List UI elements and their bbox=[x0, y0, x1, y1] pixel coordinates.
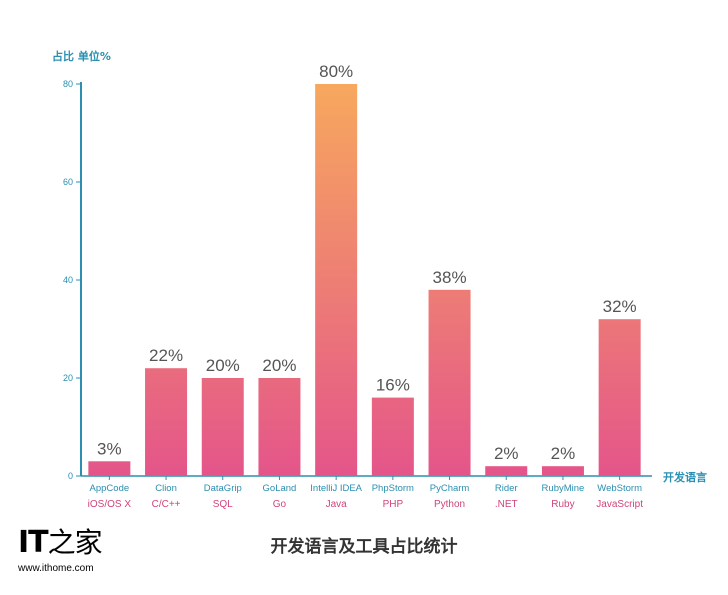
x-tick-label-language: iOS/OS X bbox=[88, 499, 132, 510]
plot-area: 0 20 40 60 80 3% AppCode iOS/OS X 22% Clion C/C++ 2… bbox=[63, 62, 652, 510]
x-tick-label-tool: PyCharm bbox=[430, 483, 470, 494]
y-axis-label: 占比 单位% bbox=[52, 49, 111, 63]
bar bbox=[201, 378, 244, 476]
x-tick-label-tool: RubyMine bbox=[542, 483, 585, 494]
x-tick-label-tool: Clion bbox=[155, 483, 177, 494]
chart-title: 开发语言及工具占比统计 bbox=[270, 537, 458, 557]
ithome-url: www.ithome.com bbox=[18, 563, 94, 574]
x-tick-label-language: .NET bbox=[495, 499, 518, 510]
x-tick-label-language: C/C++ bbox=[152, 499, 181, 510]
y-tick-label: 40 bbox=[63, 275, 73, 285]
x-tick-label-tool: DataGrip bbox=[204, 483, 242, 494]
data-label: 38% bbox=[433, 268, 467, 287]
x-tick-label-tool: Rider bbox=[495, 483, 518, 494]
bar bbox=[371, 397, 414, 476]
bar bbox=[598, 319, 641, 476]
ithome-logo: IT之家 www.ithome.com bbox=[18, 526, 108, 578]
x-tick-label-tool: PhpStorm bbox=[372, 483, 414, 494]
x-tick-label-language: Go bbox=[273, 499, 287, 510]
bar bbox=[258, 378, 301, 476]
data-label: 16% bbox=[376, 376, 410, 395]
data-label: 22% bbox=[149, 346, 183, 365]
data-label: 3% bbox=[97, 439, 122, 458]
x-tick-label-language: Ruby bbox=[551, 499, 574, 510]
data-label: 80% bbox=[319, 62, 353, 81]
x-tick-label-language: PHP bbox=[383, 499, 404, 510]
x-tick-label-tool: GoLand bbox=[263, 483, 297, 494]
x-axis-label: 开发语言 bbox=[663, 470, 707, 484]
y-tick-label: 0 bbox=[68, 471, 73, 481]
x-tick-label-language: Java bbox=[326, 499, 348, 510]
bar bbox=[541, 466, 584, 476]
y-tick-label: 80 bbox=[63, 79, 73, 89]
bar bbox=[145, 368, 188, 476]
bar bbox=[88, 461, 131, 476]
data-label: 20% bbox=[262, 356, 296, 375]
bar bbox=[485, 466, 528, 476]
data-label: 32% bbox=[603, 297, 637, 316]
data-label: 20% bbox=[206, 356, 240, 375]
data-label: 2% bbox=[551, 444, 576, 463]
y-tick-label: 60 bbox=[63, 177, 73, 187]
x-tick-label-language: Python bbox=[434, 499, 465, 510]
x-tick-label-tool: AppCode bbox=[90, 483, 130, 494]
x-tick-label-tool: IntelliJ IDEA bbox=[310, 483, 362, 494]
x-tick-label-tool: WebStorm bbox=[597, 483, 642, 494]
ithome-logo-mark: IT之家 bbox=[18, 525, 103, 560]
data-label: 2% bbox=[494, 444, 519, 463]
x-tick-label-language: SQL bbox=[213, 499, 233, 510]
y-tick-label: 20 bbox=[63, 373, 73, 383]
bar bbox=[428, 289, 471, 476]
bar bbox=[315, 84, 358, 476]
x-tick-label-language: JavaScript bbox=[596, 499, 643, 510]
